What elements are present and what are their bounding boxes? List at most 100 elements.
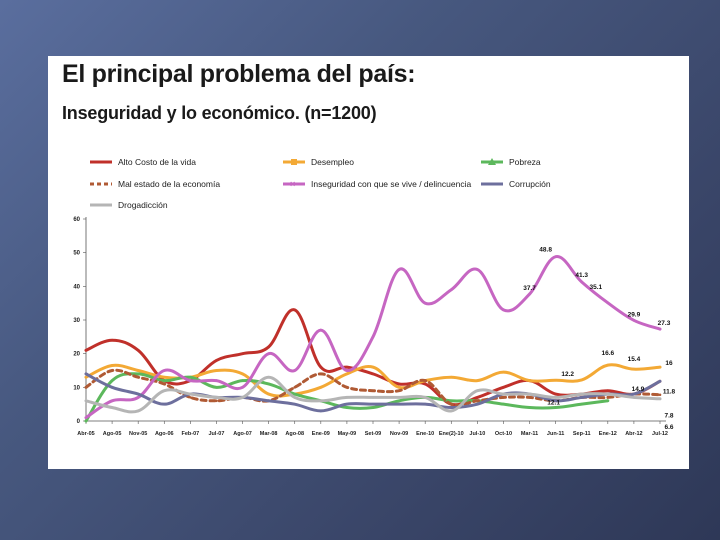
data-point [476, 268, 479, 271]
data-point [554, 378, 557, 382]
data-point [476, 402, 479, 406]
data-point [136, 372, 140, 376]
data-point [162, 382, 166, 386]
line-chart: Alto Costo de la vida Desempleo Pobreza Mal… [73, 157, 675, 437]
legend-item: × Inseguridad con que se vive / delincuen… [283, 179, 471, 189]
data-point [371, 389, 375, 393]
chart-legend: Alto Costo de la vida Desempleo Pobreza Mal… [90, 157, 551, 210]
data-point [397, 396, 401, 399]
data-point [162, 402, 166, 406]
data-point [423, 301, 427, 305]
data-point [241, 396, 244, 399]
data-point [84, 419, 88, 423]
data-point [345, 386, 349, 389]
legend-marker: × [290, 179, 295, 189]
data-point [632, 392, 636, 396]
data-point [371, 365, 375, 369]
data-point [136, 349, 140, 352]
data-point [345, 369, 349, 372]
legend-label: Inseguridad con que se vive / delincuenc… [311, 179, 471, 189]
data-point [84, 372, 88, 376]
data-point [580, 280, 584, 284]
data-point [319, 372, 323, 376]
data-point [319, 328, 323, 332]
data-point [606, 389, 610, 393]
data-point [241, 372, 244, 376]
x-tick-label: Ago-07 [233, 431, 252, 437]
x-tick-label: Ene-10 [416, 431, 434, 437]
data-point [110, 369, 114, 372]
data-point [267, 382, 270, 386]
legend-label: Corrupción [509, 179, 551, 189]
data-point [293, 369, 297, 372]
data-point [423, 396, 427, 399]
legend-item: Pobreza [481, 157, 541, 167]
legend-item: Alto Costo de la vida [90, 157, 196, 167]
data-point [110, 364, 114, 367]
data-point [580, 378, 584, 382]
data-point [580, 402, 584, 406]
data-point [554, 399, 557, 403]
data-point [162, 375, 166, 379]
data-label: 48.8 [539, 247, 552, 254]
data-label: 29.9 [628, 311, 641, 318]
data-point [84, 349, 88, 352]
data-point [189, 396, 192, 399]
chart-axes: 0 10 20 30 40 50 60 Abr-05 Ago-05 Nov-05 Ago-06 Feb… [73, 217, 668, 437]
slide-panel: El principal problema del país: Inseguri… [48, 56, 689, 469]
data-point [502, 386, 505, 389]
x-tick-label: Ago-05 [103, 431, 122, 437]
data-point [371, 372, 375, 376]
data-point [293, 386, 297, 389]
data-label: 35.1 [589, 284, 602, 291]
data-point [658, 393, 662, 397]
data-point [345, 406, 349, 409]
x-tick-label: Abr-05 [77, 431, 94, 437]
legend-label: Drogadicción [118, 200, 168, 210]
x-tick-label: Ago-08 [285, 431, 304, 437]
y-tick-label: 20 [73, 352, 80, 358]
data-point [110, 399, 114, 403]
data-point [476, 389, 479, 393]
data-point [162, 389, 166, 393]
x-tick-label: Jul-10 [469, 431, 485, 437]
x-tick-label: Mar-11 [521, 431, 538, 437]
x-tick-label: Nov-05 [129, 431, 147, 437]
y-tick-label: 0 [77, 419, 81, 425]
data-point [606, 363, 610, 367]
data-point [606, 392, 610, 396]
series [84, 372, 662, 413]
data-point [423, 402, 427, 406]
legend-label: Alto Costo de la vida [118, 157, 196, 167]
data-point [136, 396, 140, 399]
legend-item: Desempleo [283, 157, 354, 167]
data-point [267, 392, 270, 396]
data-point [658, 327, 662, 331]
data-point [423, 382, 427, 386]
x-tick-label: Set-09 [365, 431, 382, 437]
y-tick-label: 50 [73, 251, 80, 257]
slide-subtitle: Inseguridad y lo económico. (n=1200) [62, 103, 377, 123]
data-point [110, 379, 114, 382]
data-point [580, 396, 584, 399]
data-point [345, 372, 349, 376]
data-point [449, 288, 453, 291]
data-point [658, 365, 662, 369]
data-point [267, 399, 270, 403]
data-point [215, 359, 218, 362]
data-point [84, 399, 88, 403]
data-point [397, 386, 401, 389]
data-point [84, 386, 88, 389]
legend-marker [488, 158, 496, 165]
data-point [293, 308, 297, 312]
data-point [189, 392, 192, 396]
data-point [632, 319, 636, 322]
data-point [319, 409, 323, 413]
x-tick-label: Sep-11 [573, 431, 591, 437]
data-point [554, 396, 557, 399]
data-point [423, 379, 427, 382]
slide-title: El principal problema del país: [62, 60, 416, 88]
legend-item: Drogadicción [90, 200, 168, 210]
data-point [319, 365, 323, 369]
data-point [449, 409, 453, 413]
